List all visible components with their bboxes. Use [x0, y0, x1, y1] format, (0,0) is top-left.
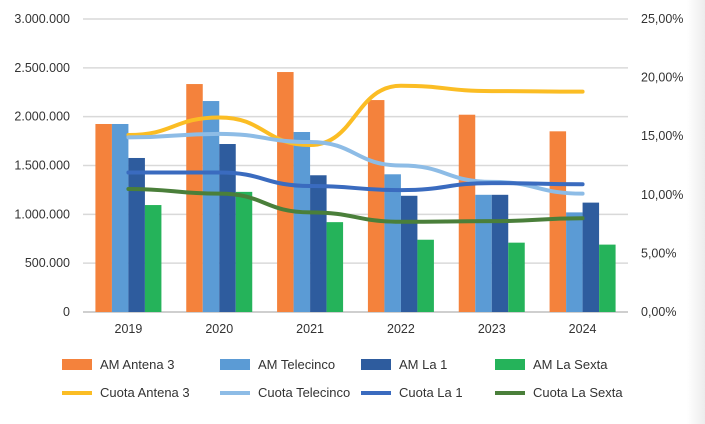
line-cuota-antena-3 — [126, 83, 585, 147]
bar-am-antena-3 — [549, 131, 567, 312]
x-tick-label: 2019 — [115, 322, 143, 336]
bar-am-antena-3 — [367, 100, 385, 313]
x-tick-label: 2020 — [205, 322, 233, 336]
legend-item: Cuota Antena 3 — [62, 385, 190, 400]
legend-label: AM La Sexta — [533, 357, 608, 372]
y-right-tick-label: 15,00% — [641, 129, 683, 143]
y-left-tick-label: 1.000.000 — [14, 207, 70, 221]
bar-am-la-sexta — [144, 205, 162, 312]
bar-am-la-1 — [400, 195, 418, 312]
legend-label: Cuota Telecinco — [258, 385, 351, 400]
bar-am-la-1 — [128, 157, 145, 312]
bar-am-la-sexta — [326, 222, 344, 312]
legend-label: AM Telecinco — [258, 357, 336, 372]
legend-label: AM La 1 — [399, 357, 448, 372]
y-left-tick-label: 0 — [63, 305, 70, 319]
y-right-tick-label: 10,00% — [641, 188, 683, 202]
y-right-tick-label: 20,00% — [641, 71, 683, 85]
bar-am-antena-3 — [277, 72, 294, 313]
legend-label: Cuota Antena 3 — [100, 385, 190, 400]
bar-am-la-1 — [582, 202, 600, 312]
bar-am-la-sexta — [508, 242, 525, 312]
bar-am-telecinco — [566, 212, 583, 312]
bar-am-antena-3 — [458, 114, 476, 312]
legend-label: Cuota La 1 — [399, 385, 463, 400]
line-cuota-la-sexta — [126, 186, 585, 224]
y-left-tick-label: 500.000 — [25, 256, 70, 270]
legend-label: Cuota La Sexta — [533, 385, 623, 400]
x-tick-label: 2023 — [478, 322, 506, 336]
bar-am-telecinco — [111, 123, 129, 312]
bar-am-telecinco — [202, 101, 220, 312]
y-right-tick-label: 5,00% — [641, 246, 676, 260]
chart: 0 500.000 1.000.000 1.500.000 2.000.000 2.500… — [14, 12, 683, 336]
y-left-tick-label: 1.500.000 — [14, 159, 70, 173]
legend-swatch — [361, 359, 391, 370]
legend-swatch — [220, 390, 250, 395]
legend-item: AM La Sexta — [495, 357, 607, 372]
legend-swatch — [495, 390, 525, 395]
bar-am-la-1 — [491, 194, 509, 312]
legend-item: AM Antena 3 — [62, 357, 174, 372]
bar-am-telecinco — [384, 174, 401, 312]
y-left-tick-label: 2.500.000 — [14, 61, 70, 75]
line-cuota-la-1 — [126, 170, 585, 193]
bar-am-la-sexta — [417, 239, 434, 312]
legend-swatch — [220, 359, 250, 370]
bar-am-antena-3 — [95, 123, 112, 312]
bar-am-antena-3 — [186, 84, 203, 313]
legend-swatch — [361, 390, 391, 395]
y-left-tick-label: 3.000.000 — [14, 12, 70, 26]
legend-swatch — [62, 390, 92, 395]
page-edge-shadow — [687, 0, 705, 424]
bar-am-telecinco — [293, 132, 311, 312]
x-tick-label: 2021 — [296, 322, 324, 336]
y-left-tick-label: 2.000.000 — [14, 110, 70, 124]
legend-item: AM La 1 — [361, 357, 447, 372]
legend-item: Cuota Telecinco — [220, 385, 350, 400]
legend-item: Cuota La 1 — [361, 385, 463, 400]
legend-swatch — [495, 359, 525, 370]
bar-am-telecinco — [475, 194, 492, 312]
bar-am-la-sexta — [599, 244, 616, 312]
y-right-tick-label: 0,00% — [641, 305, 676, 319]
legend-swatch — [62, 359, 92, 370]
legend-item: Cuota La Sexta — [495, 385, 623, 400]
bar-am-la-1 — [219, 144, 236, 312]
legend-label: AM Antena 3 — [100, 357, 175, 372]
legend-item: AM Telecinco — [220, 357, 335, 372]
bar-am-la-1 — [310, 175, 327, 312]
bar-am-la-sexta — [235, 191, 253, 312]
x-tick-label: 2024 — [569, 322, 597, 336]
x-tick-label: 2022 — [387, 322, 415, 336]
y-right-tick-label: 25,00% — [641, 12, 683, 26]
